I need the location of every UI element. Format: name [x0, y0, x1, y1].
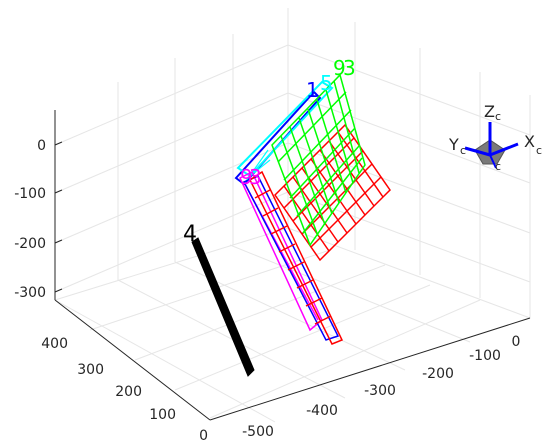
camera-axis-y-sub: c [460, 144, 466, 157]
x-tick-1: -400 [306, 403, 338, 419]
camera-axis-x-sub: c [536, 144, 542, 157]
board-label-3-green: 3 [343, 56, 356, 80]
board-label-5: 5 [320, 71, 333, 95]
camera-glyph [464, 122, 519, 169]
y-tick-3: 100 [149, 407, 176, 423]
board-label-3-magenta: 3 [249, 165, 262, 189]
x-tick-3: -200 [422, 366, 454, 382]
camera-axis-y: Y [448, 135, 459, 154]
z-tick-labels: 0 -100 -200 -300 [14, 138, 46, 301]
x-tick-2: -300 [364, 383, 396, 399]
z-tick-2: -200 [14, 236, 46, 252]
board-red [274, 123, 391, 262]
x-tick-0: -500 [242, 424, 274, 440]
z-tick-marks [54, 141, 63, 293]
y-tick-2: 200 [115, 384, 142, 400]
board-label-4: 4 [183, 222, 197, 247]
camera-axis-labels: Z c Y c X c c [448, 102, 542, 173]
board-front-red [249, 170, 344, 345]
camera-axis-z-sub: c [495, 110, 501, 123]
board-label-9-magenta: 9 [240, 165, 253, 189]
y-tick-labels: 400 300 200 100 0 [41, 336, 208, 444]
camera-axis-z: Z [484, 102, 495, 121]
z-tick-1: -100 [14, 186, 46, 202]
grid-lines [54, 8, 531, 423]
board-label-1: 1 [306, 78, 319, 102]
y-tick-0: 400 [41, 336, 68, 352]
y-tick-4: 0 [199, 428, 208, 444]
axis-frame [54, 110, 531, 421]
board-green [271, 73, 366, 247]
x-tick-4: -100 [469, 348, 501, 364]
z-tick-0: 0 [37, 138, 46, 154]
z-tick-3: -300 [14, 285, 46, 301]
x-tick-labels: -500 -400 -300 -200 -100 0 [242, 334, 520, 440]
x-tick-5: 0 [512, 334, 521, 350]
camera-origin-sub: c [495, 160, 501, 173]
board-label-9-green: 9 [333, 56, 346, 80]
board-4 [191, 237, 255, 377]
board-5-outline [236, 80, 334, 178]
board-labels: 4 1 5 9 3 9 3 [183, 56, 356, 247]
y-tick-1: 300 [77, 362, 104, 378]
camera-axis-x: X [524, 132, 535, 151]
